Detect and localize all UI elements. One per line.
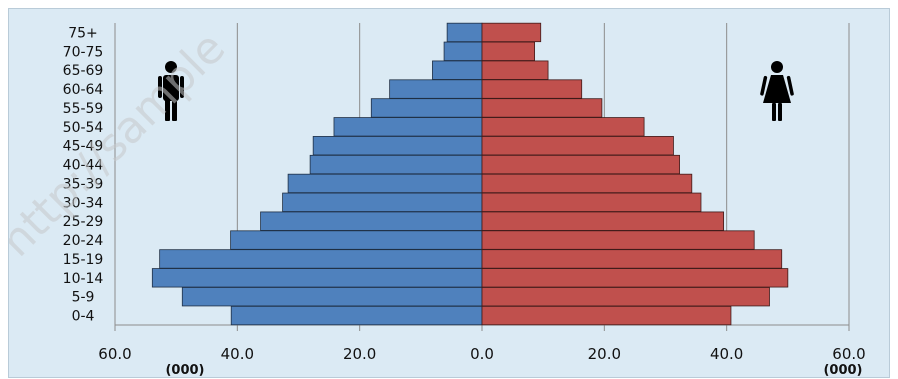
- female-bar: [481, 98, 603, 118]
- female-bar: [481, 117, 645, 137]
- female-bar: [481, 173, 693, 194]
- age-group-label: 35-39: [63, 176, 104, 192]
- male-bar: [309, 154, 483, 175]
- male-bar: [432, 60, 483, 80]
- population-pyramid-chart: 60.0 40.0 20.0 0.0 20.0 40.0 60.0 0-4 5-9 10-14 15…: [9, 22, 866, 378]
- male-bar: [333, 117, 483, 137]
- age-group-label: 55-59: [63, 101, 104, 117]
- age-group-label: 0-4: [72, 309, 95, 325]
- male-bar: [151, 268, 483, 288]
- male-bar: [287, 173, 483, 194]
- female-bar: [481, 305, 732, 326]
- female-bar: [481, 230, 755, 250]
- male-bar: [446, 22, 483, 43]
- female-bar: [481, 249, 783, 269]
- male-bar: [260, 211, 483, 231]
- age-group-label: 5-9: [72, 290, 95, 306]
- x-tick-label: 60.0: [98, 345, 131, 363]
- male-figure-icon: [158, 61, 184, 121]
- male-bar: [159, 249, 483, 269]
- female-bar: [481, 41, 536, 61]
- male-bar: [282, 192, 483, 212]
- male-bar: [312, 136, 483, 156]
- unit-label-left: (000): [165, 363, 204, 378]
- female-figure-icon: [760, 61, 794, 121]
- female-bar: [481, 268, 789, 288]
- male-bar: [230, 305, 483, 326]
- age-group-label: 70-75: [63, 44, 104, 60]
- male-bar: [389, 79, 483, 99]
- age-group-label: 20-24: [63, 233, 104, 249]
- male-bar: [230, 230, 483, 250]
- chart-frame: 60.0 40.0 20.0 0.0 20.0 40.0 60.0 0-4 5-9 10-14 15…: [8, 8, 890, 378]
- age-group-label: 75+: [68, 25, 98, 41]
- age-group-label: 45-49: [63, 139, 104, 155]
- x-tick-label: 60.0: [832, 345, 865, 363]
- unit-label-right: (000): [823, 363, 862, 378]
- age-group-label: 15-19: [63, 252, 104, 268]
- male-bar: [370, 98, 483, 118]
- x-tick-label: 40.0: [221, 345, 254, 363]
- age-group-label: 40-44: [63, 158, 104, 174]
- female-bar: [481, 287, 770, 307]
- age-group-label: 60-64: [63, 82, 104, 98]
- female-bar: [481, 154, 680, 175]
- male-bar: [181, 287, 483, 307]
- female-bar: [481, 211, 725, 231]
- x-tick-label: 20.0: [343, 345, 376, 363]
- age-group-label: 50-54: [63, 120, 104, 136]
- x-tick-label: 40.0: [710, 345, 743, 363]
- x-tick-label: 0.0: [470, 345, 494, 363]
- female-bar: [481, 79, 583, 99]
- female-bar: [481, 60, 549, 80]
- age-group-label: 30-34: [63, 195, 104, 211]
- age-group-label: 65-69: [63, 63, 104, 79]
- age-group-label: 10-14: [63, 271, 104, 287]
- female-bar: [481, 192, 702, 212]
- female-bar: [481, 136, 674, 156]
- age-group-label: 25-29: [63, 214, 104, 230]
- x-tick-label: 20.0: [588, 345, 621, 363]
- female-bar: [481, 22, 542, 43]
- watermark-text: http://sample: [9, 22, 235, 266]
- male-bar: [443, 41, 483, 61]
